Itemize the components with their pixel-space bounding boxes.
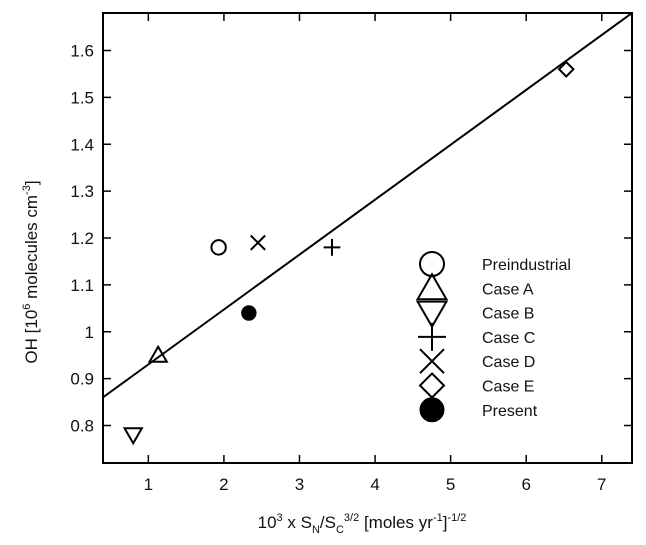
y-tick-label: 1.6 [70, 42, 94, 61]
plot-frame [102, 12, 633, 464]
data-point-case-b [122, 427, 144, 446]
x-tick-label: 1 [144, 475, 153, 494]
legend-marker-case-a [415, 272, 449, 301]
y-tick-label: 1 [85, 323, 94, 342]
legend-marker-present [419, 397, 445, 423]
legend-label: Present [482, 403, 538, 420]
x-tick-label: 6 [521, 475, 530, 494]
legend-marker-case-b [415, 300, 449, 329]
data-point-case-e [557, 60, 575, 78]
data-point-case-c [323, 238, 341, 256]
y-tick-label: 1.4 [70, 135, 94, 154]
y-tick-label: 1.2 [70, 229, 94, 248]
legend-label: Preindustrial [482, 257, 571, 274]
y-tick-label: 1.1 [70, 276, 94, 295]
x-tick-label: 7 [597, 475, 606, 494]
y-tick-label: 1.3 [70, 182, 94, 201]
legend: Preindustrial Case A Case B Case C Case D Cas… [415, 251, 571, 423]
x-tick-label: 4 [370, 475, 379, 494]
legend-label: Case D [482, 354, 535, 371]
data-point-case-d [250, 234, 266, 251]
x-axis-title: 103 x SN/SC3/2 [moles yr-1]-1/2 [258, 512, 467, 536]
legend-label: Case C [482, 330, 535, 347]
legend-marker-case-d [419, 348, 445, 374]
data-point-preindustrial [210, 239, 227, 256]
x-tick-label: 3 [295, 475, 304, 494]
data-point-case-a [147, 344, 169, 363]
x-tick-label: 2 [219, 475, 228, 494]
regression-line [103, 13, 632, 399]
x-tick-label: 5 [446, 475, 455, 494]
legend-label: Case E [482, 379, 534, 396]
y-tick-label: 1.5 [70, 88, 94, 107]
legend-marker-case-e [418, 372, 446, 399]
legend-label: Case A [482, 281, 534, 298]
legend-marker-case-c [418, 322, 446, 351]
y-tick-label: 0.9 [70, 370, 94, 389]
y-tick-label: 0.8 [70, 417, 94, 436]
legend-label: Case B [482, 306, 534, 323]
data-point-present [241, 305, 257, 321]
y-axis-title: OH [106 molecules cm-3] [21, 180, 41, 363]
